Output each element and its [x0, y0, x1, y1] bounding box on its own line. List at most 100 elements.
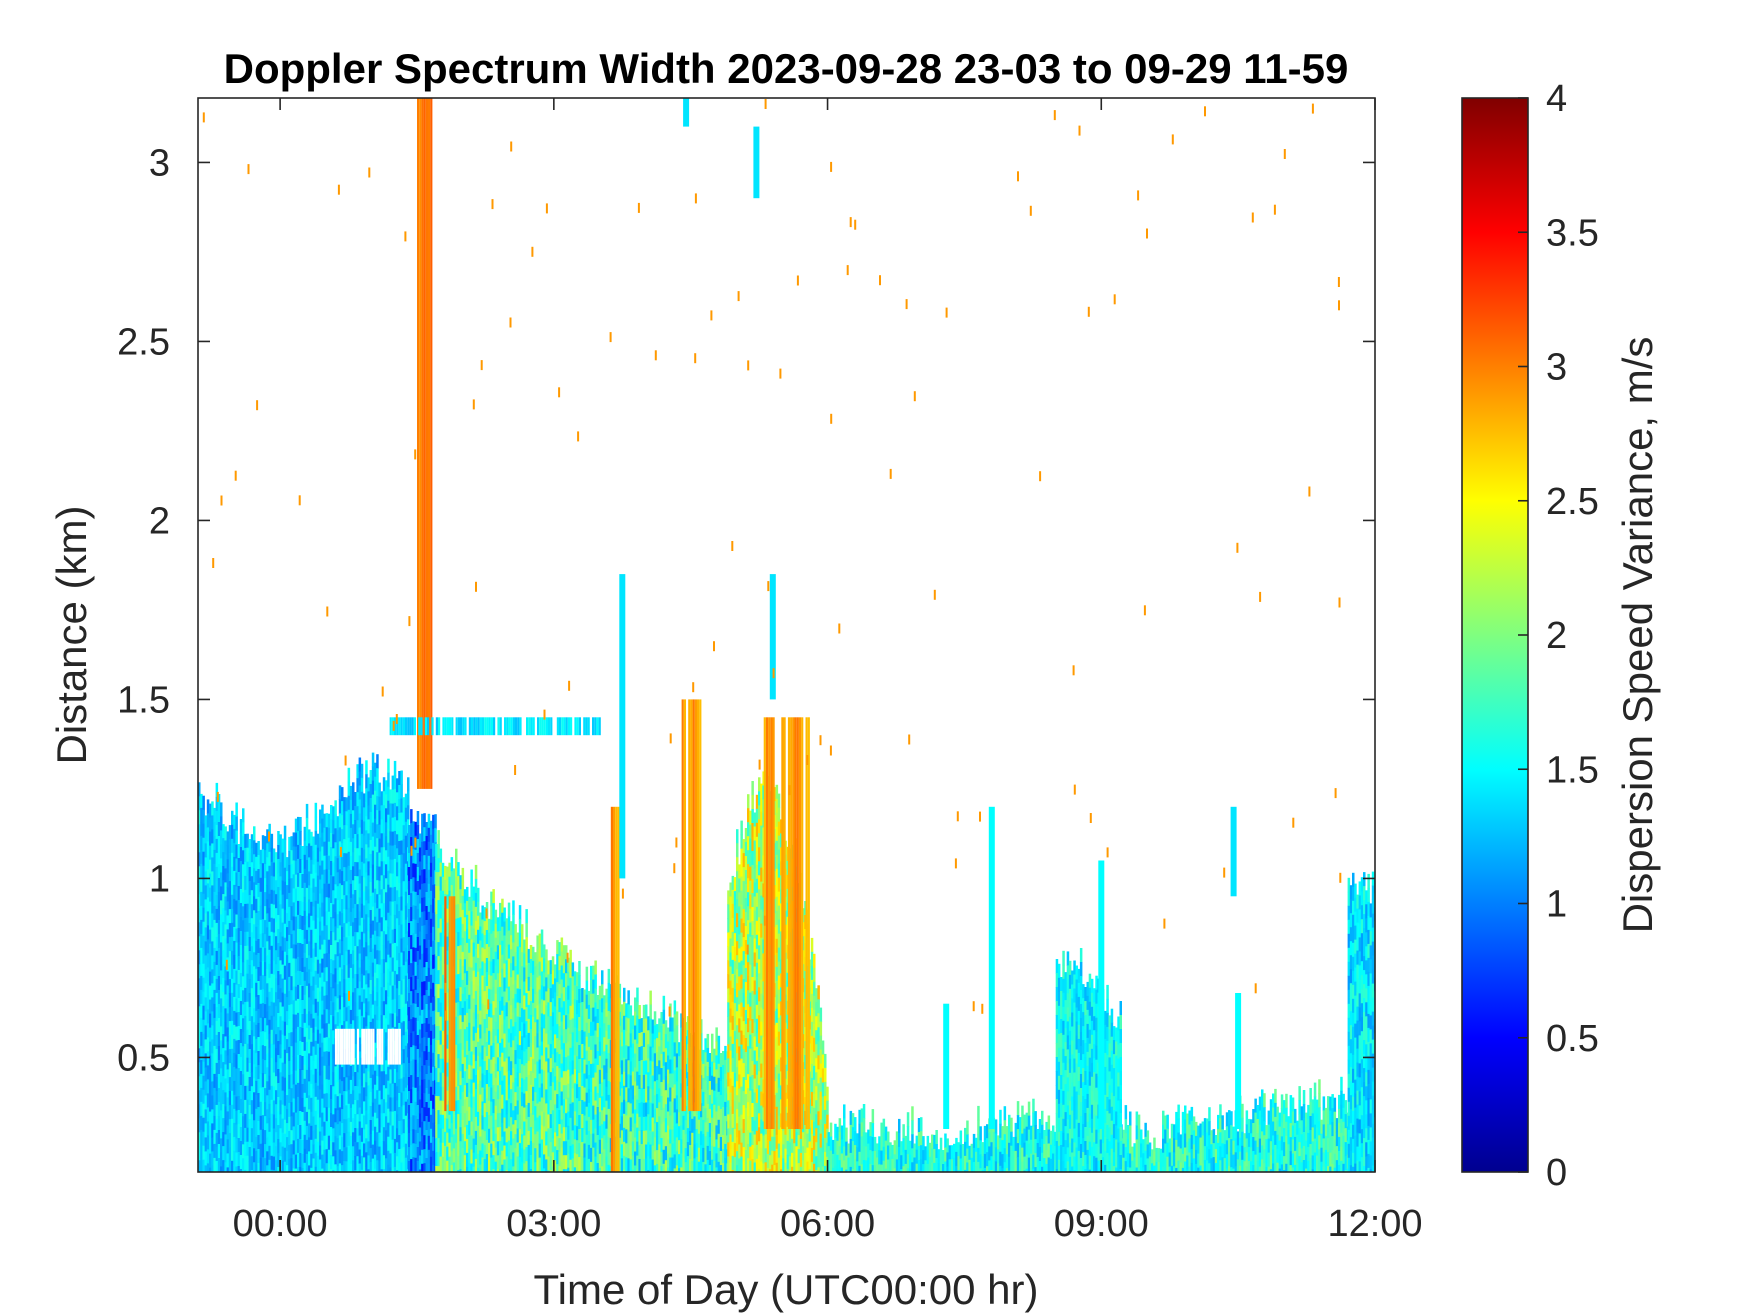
echo-cell: [325, 1149, 329, 1164]
echo-cell: [490, 1157, 493, 1172]
echo-cell: [239, 847, 243, 862]
echo-cell: [393, 900, 397, 916]
echo-cell: [656, 1052, 659, 1067]
echo-cell: [380, 1169, 384, 1172]
echo-cell: [501, 1052, 504, 1068]
echo-cell: [516, 1016, 520, 1031]
echo-cell: [427, 995, 431, 1011]
echo-cell: [215, 1006, 219, 1022]
echo-cell: [204, 843, 208, 858]
echo-cell: [573, 1041, 577, 1056]
echo-cell: [472, 914, 476, 930]
echo-cell: [437, 998, 440, 1013]
echo-cell: [623, 1141, 626, 1157]
echo-cell: [268, 977, 271, 993]
echo-cell: [310, 1083, 313, 1099]
echo-cell: [605, 1002, 608, 1018]
echo-cell: [246, 931, 249, 947]
echo-cell: [321, 804, 324, 820]
echo-cell: [374, 790, 377, 806]
echo-cell: [239, 931, 243, 946]
echo-cell: [671, 1115, 674, 1130]
echo-cell: [308, 1011, 311, 1026]
echo-cell: [327, 1051, 331, 1067]
echo-cell: [246, 847, 249, 863]
echo-cell: [532, 946, 535, 962]
echo-cell: [239, 987, 243, 1002]
echo-cell: [543, 1154, 546, 1169]
echo-cell: [521, 1120, 524, 1135]
echo-cell: [321, 1112, 324, 1128]
echo-cell: [518, 1171, 522, 1172]
echo-cell: [634, 1137, 637, 1152]
echo-cell: [213, 1031, 216, 1047]
echo-cell: [334, 1150, 337, 1165]
echo-cell: [250, 988, 254, 1003]
echo-cell: [356, 960, 359, 975]
echo-cell: [308, 1053, 311, 1068]
echo-cell: [393, 802, 397, 818]
echo-cell: [496, 1029, 500, 1044]
echo-cell: [239, 1099, 243, 1114]
echo-cell: [404, 1003, 408, 1019]
echo-cell: [488, 918, 491, 934]
echo-cell: [332, 1142, 335, 1157]
echo-cell: [319, 823, 322, 838]
echo-cell: [534, 1120, 537, 1135]
echo-cell: [371, 1018, 375, 1034]
echo-cell: [400, 1050, 403, 1065]
echo-cell: [483, 1117, 487, 1132]
echo-cell: [244, 959, 247, 975]
echo-cell: [459, 1141, 462, 1156]
echo-cell: [494, 1007, 498, 1023]
echo-cell: [341, 899, 344, 914]
echo-cell: [562, 1043, 566, 1058]
echo-cell: [206, 1149, 210, 1164]
echo-cell: [516, 1072, 520, 1087]
echo-cell: [204, 969, 208, 984]
echo-cell: [222, 908, 225, 923]
echo-cell: [327, 1121, 331, 1137]
echo-cell: [727, 890, 730, 905]
echo-cell: [290, 1088, 293, 1103]
echo-cell: [474, 990, 478, 1006]
echo-cell: [455, 1086, 458, 1102]
echo-cell: [543, 1126, 546, 1141]
echo-cell: [301, 1140, 304, 1155]
echo-cell: [312, 850, 315, 865]
echo-cell: [396, 876, 399, 891]
echo-cell: [211, 1053, 214, 1068]
echo-cell: [233, 1010, 236, 1026]
echo-cell: [281, 852, 285, 868]
echo-cell: [416, 811, 420, 826]
echo-cell: [490, 891, 493, 907]
echo-cell: [423, 1079, 426, 1094]
echo-cell: [391, 1111, 395, 1127]
echo-cell: [432, 968, 435, 984]
echo-cell: [275, 992, 278, 1007]
echo-cell: [253, 910, 256, 925]
echo-cell: [349, 1135, 353, 1151]
echo-cell: [521, 1078, 524, 1093]
echo-cell: [303, 1092, 307, 1108]
echo-cell: [343, 1147, 346, 1162]
echo-cell: [439, 904, 443, 920]
echo-cell: [387, 1122, 390, 1138]
echo-cell: [601, 1040, 604, 1055]
echo-cell: [418, 1029, 422, 1044]
echo-cell: [441, 876, 445, 892]
echo-cell: [310, 873, 313, 889]
echo-cell: [336, 1138, 340, 1153]
echo-cell: [290, 934, 293, 949]
echo-cell: [314, 970, 318, 986]
echo-cell: [715, 1041, 718, 1056]
echo-cell: [702, 1077, 705, 1093]
echo-cell: [594, 988, 597, 1003]
echo-cell: [470, 1093, 473, 1108]
echo-cell: [297, 1026, 300, 1042]
echo-cell: [560, 1147, 564, 1162]
echo-cell: [198, 950, 201, 965]
echo-cell: [414, 1059, 417, 1075]
echo-cell: [217, 1144, 221, 1159]
echo-cell: [314, 1110, 318, 1126]
